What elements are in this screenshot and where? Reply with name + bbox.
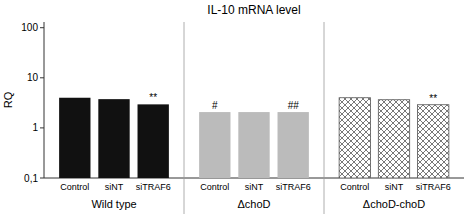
annotation: ## (288, 100, 300, 111)
x-tick-label: Control (60, 182, 89, 192)
group-divider (324, 22, 325, 214)
x-tick-label: Control (200, 182, 229, 192)
x-tick-label: Control (340, 182, 369, 192)
group-label: ΔchoD-choD (363, 198, 425, 210)
annotation: ** (429, 93, 437, 104)
y-tick (40, 27, 44, 28)
bar (199, 112, 230, 178)
y-tick-label: 0,1 (24, 173, 38, 184)
bar (59, 98, 90, 178)
y-tick (40, 178, 44, 179)
x-tick-label: siNT (385, 182, 404, 192)
group-label: ΔchoD (237, 198, 270, 210)
y-tick-label: 10 (27, 72, 39, 83)
y-tick-label: 100 (21, 22, 38, 33)
annotation: # (212, 100, 218, 111)
y-tick-label: 1 (32, 122, 38, 133)
bar (418, 105, 449, 178)
annotation: ** (149, 92, 157, 103)
y-tick (40, 127, 44, 128)
x-tick-label: siNT (245, 182, 264, 192)
group-label: Wild type (91, 198, 136, 210)
x-tick-label: siTRAF6 (416, 182, 451, 192)
bar (378, 100, 409, 178)
group-divider (184, 22, 185, 214)
x-tick-label: siTRAF6 (136, 182, 171, 192)
chart: IL-10 mRNA level RQ 0,1 1 10 100 Control siNT **… (0, 0, 474, 218)
x-tick-label: siNT (105, 182, 124, 192)
bar (98, 99, 129, 178)
y-tick (40, 77, 44, 78)
bar (339, 98, 370, 178)
bar (278, 112, 309, 178)
bar (238, 112, 269, 178)
bar (138, 104, 169, 178)
title: IL-10 mRNA level (207, 3, 300, 17)
x-tick-label: siTRAF6 (276, 182, 311, 192)
y-axis-line (44, 22, 45, 178)
y-axis-label: RQ (2, 91, 14, 108)
bars (59, 98, 449, 178)
